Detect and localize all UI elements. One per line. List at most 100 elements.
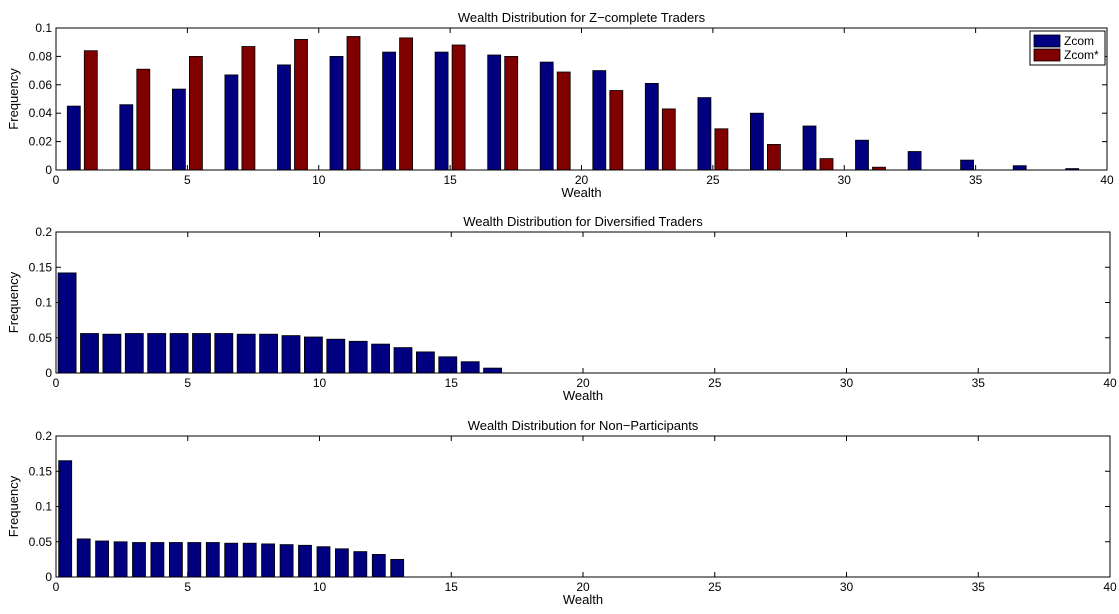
x-tick-label: 15: [443, 173, 457, 187]
x-tick-label: 30: [838, 173, 852, 187]
panel-1: 0 5 10 15 20 25 30 35 40 0 0.02 0.04 0.06 0.08 0.1 Weal…: [6, 10, 1114, 200]
bar-zcom-14: [802, 125, 817, 171]
x-tick-label: 15: [445, 376, 459, 390]
bar-wealth-12: [326, 338, 346, 374]
bar-zcom-star-12: [714, 128, 729, 171]
x-tick-label: 5: [184, 580, 191, 594]
y-tick-label: 0.08: [29, 49, 53, 63]
x-tick-label: 10: [312, 173, 326, 187]
bar-wealth-6: [168, 542, 183, 578]
plot-area: [55, 231, 1111, 374]
y-tick-label: 0: [45, 570, 52, 584]
bar-wealth-11: [303, 336, 323, 374]
bar-wealth-2: [95, 540, 109, 578]
panel-2: 0 5 10 15 20 25 30 35 40 0 0.05 0.1 0.15 0.2 Wealth Di…: [6, 214, 1117, 403]
y-tick-label: 0.2: [35, 225, 52, 239]
bar-zcom-star-13: [767, 143, 781, 171]
x-tick-label: 40: [1103, 376, 1117, 390]
bar-wealth-14: [371, 343, 391, 374]
bar-wealth-13: [348, 340, 368, 374]
x-tick-label: 0: [53, 376, 60, 390]
bar-zcom-18: [1012, 165, 1027, 171]
x-tick-label: 35: [972, 580, 986, 594]
x-tick-label: 15: [445, 580, 459, 594]
bar-wealth-6: [192, 333, 211, 374]
bar-zcom-9: [539, 61, 554, 171]
x-axis-label: Wealth: [563, 388, 603, 403]
bar-zcom-star-9: [556, 71, 571, 171]
y-tick-label: 0.1: [35, 500, 52, 514]
x-axis-label: Wealth: [561, 185, 601, 200]
bar-zcom-6: [382, 51, 397, 171]
bar-wealth-15: [334, 548, 349, 578]
y-tick-label: 0.2: [35, 429, 52, 443]
legend-swatch-zcom: [1033, 34, 1061, 48]
x-tick-label: 0: [53, 580, 60, 594]
x-tick-label: 30: [840, 376, 854, 390]
bar-wealth-5: [169, 333, 189, 374]
bar-wealth-17: [371, 554, 386, 578]
bar-zcom-star-6: [399, 37, 414, 171]
x-tick-label: 20: [576, 580, 590, 594]
bar-wealth-8: [205, 542, 220, 578]
chart-title: Wealth Distribution for Z−complete Trade…: [458, 10, 706, 25]
bar-wealth-4: [132, 542, 146, 578]
y-tick-label: 0.15: [29, 464, 53, 478]
bar-wealth-2: [102, 333, 122, 374]
y-axis-label: Frequency: [6, 271, 21, 333]
y-tick-label: 0.1: [35, 296, 52, 310]
bar-wealth-8: [236, 333, 256, 374]
bar-wealth-16: [353, 551, 368, 578]
bar-wealth-9: [259, 333, 279, 374]
bar-wealth-1: [76, 538, 91, 578]
bar-wealth-3: [124, 333, 144, 374]
bar-wealth-1: [80, 333, 99, 374]
plot-area: [55, 27, 1108, 171]
x-tick-label: 20: [576, 376, 590, 390]
bar-zcom-3: [224, 74, 239, 171]
bar-zcom-4: [277, 64, 291, 171]
bar-zcom-star-2: [188, 56, 203, 171]
x-tick-label: 25: [708, 580, 722, 594]
bar-wealth-4: [147, 333, 167, 374]
bar-wealth-10: [242, 542, 257, 578]
bar-zcom-star-4: [294, 39, 308, 171]
y-tick-label: 0.06: [29, 78, 53, 92]
x-tick-label: 10: [313, 376, 327, 390]
y-tick-label: 0: [45, 366, 52, 380]
bar-zcom-7: [434, 51, 449, 171]
chart-title: Wealth Distribution for Diversified Trad…: [463, 214, 703, 229]
bar-zcom-star-10: [609, 90, 624, 171]
legend-swatch-zcom-star: [1033, 48, 1061, 62]
bar-zcom-star-0: [83, 50, 98, 171]
bar-zcom-2: [171, 88, 186, 171]
bar-zcom-15: [855, 139, 869, 171]
bar-zcom-star-5: [346, 36, 361, 171]
y-tick-label: 0.05: [29, 331, 53, 345]
y-tick-label: 0.1: [35, 21, 52, 35]
bar-zcom-16: [907, 151, 922, 171]
x-tick-label: 5: [184, 376, 191, 390]
bar-zcom-1: [119, 104, 134, 171]
bar-zcom-5: [329, 56, 344, 171]
bar-zcom-12: [697, 97, 712, 171]
bar-wealth-18: [460, 361, 480, 374]
bar-zcom-0: [66, 105, 81, 171]
bar-wealth-14: [316, 546, 331, 578]
bar-zcom-star-8: [504, 56, 519, 171]
bar-wealth-5: [150, 542, 165, 578]
chart-title: Wealth Distribution for Non−Participants: [468, 418, 699, 433]
x-tick-label: 30: [840, 580, 854, 594]
y-tick-label: 0.05: [29, 535, 53, 549]
bar-zcom-11: [644, 83, 659, 171]
bar-zcom-star-1: [136, 68, 151, 171]
bar-zcom-10: [592, 70, 607, 171]
bar-zcom-8: [487, 54, 502, 171]
x-tick-label: 40: [1103, 580, 1117, 594]
panel-3: 0 5 10 15 20 25 30 35 40 0 0.05 0.1 0.15 0.2 Wealth Di…: [6, 418, 1117, 607]
bar-wealth-10: [281, 335, 301, 374]
y-axis-label: Frequency: [6, 68, 21, 130]
bar-wealth-16: [415, 351, 435, 374]
bar-wealth-13: [298, 544, 312, 578]
